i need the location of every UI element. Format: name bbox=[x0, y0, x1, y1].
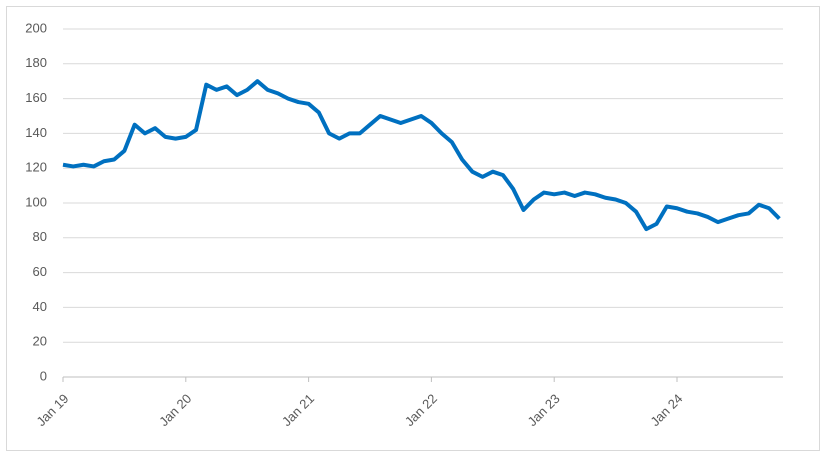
y-tick-label: 160 bbox=[25, 90, 47, 105]
y-tick-label: 100 bbox=[25, 194, 47, 209]
y-tick-label: 80 bbox=[33, 229, 47, 244]
y-tick-label: 180 bbox=[25, 55, 47, 70]
chart-border bbox=[6, 6, 820, 451]
data-line bbox=[62, 79, 781, 232]
y-tick-label: 140 bbox=[25, 125, 47, 140]
y-tick-label: 60 bbox=[33, 264, 47, 279]
y-tick-label: 40 bbox=[33, 299, 47, 314]
y-tick-label: 20 bbox=[33, 334, 47, 349]
y-tick-label: 120 bbox=[25, 160, 47, 175]
y-tick-label: 0 bbox=[40, 368, 47, 383]
y-tick-label: 200 bbox=[25, 20, 47, 35]
